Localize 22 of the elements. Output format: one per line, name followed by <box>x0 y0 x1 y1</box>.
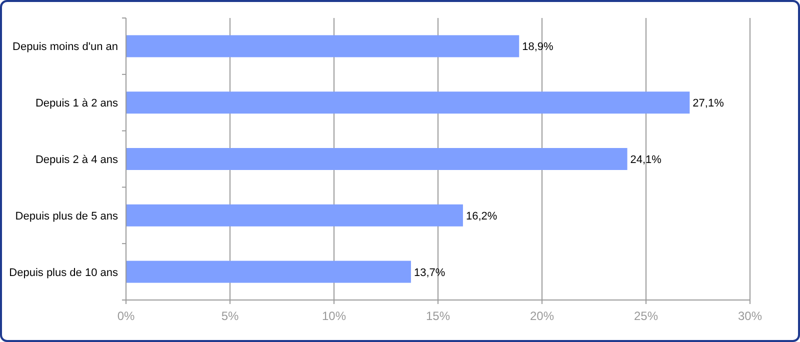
x-tick-label: 25% <box>634 309 658 323</box>
bar <box>126 92 690 114</box>
y-tick-label: Depuis plus de 5 ans <box>15 210 118 222</box>
x-tick-label: 20% <box>530 309 554 323</box>
bar <box>126 35 520 58</box>
x-tick-label: 15% <box>426 309 450 323</box>
bar <box>126 260 411 283</box>
bar <box>126 148 628 170</box>
x-tick-label: 5% <box>221 309 239 323</box>
x-tick-label: 30% <box>738 309 762 323</box>
bar <box>126 204 463 226</box>
y-tick-label: Depuis moins d'un an <box>12 41 118 54</box>
data-label: 13,7% <box>414 266 446 279</box>
data-label: 27,1% <box>692 98 724 110</box>
y-tick-label: Depuis 1 à 2 ans <box>35 98 118 110</box>
data-label: 24,1% <box>630 154 662 166</box>
data-label: 16,2% <box>466 210 498 222</box>
data-label: 18,9% <box>522 41 554 54</box>
y-tick-label: Depuis 2 à 4 ans <box>35 154 118 166</box>
x-tick-label: 0% <box>117 309 135 323</box>
x-tick-label: 10% <box>322 309 346 323</box>
y-tick-label: Depuis plus de 10 ans <box>9 266 118 279</box>
